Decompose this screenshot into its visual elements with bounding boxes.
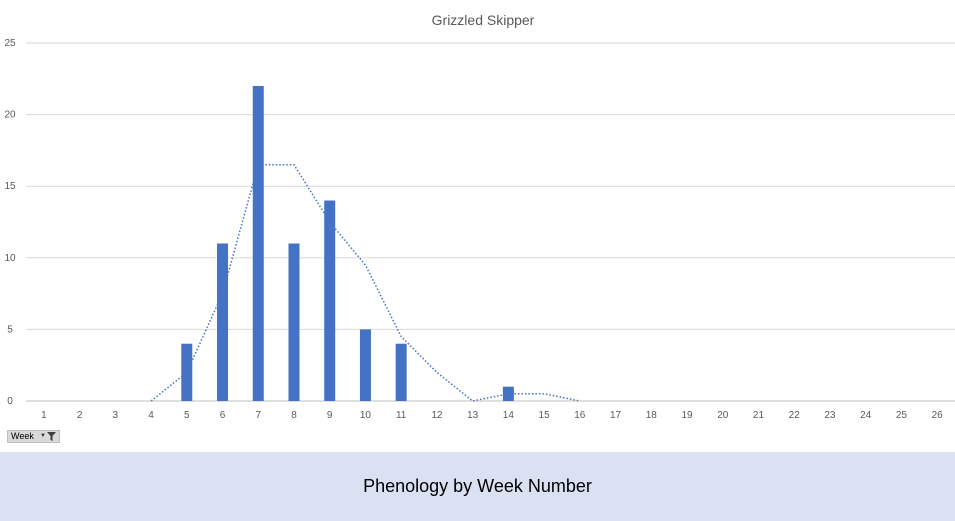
y-tick-label: 0: [7, 396, 13, 407]
x-tick-label: 5: [184, 410, 190, 421]
x-tick-label: 2: [77, 410, 83, 421]
x-tick-label: 21: [753, 410, 765, 421]
footer-bar: Phenology by Week Number: [0, 452, 955, 521]
x-tick-label: 17: [610, 410, 622, 421]
x-tick-label: 6: [220, 410, 226, 421]
x-tick-label: 10: [360, 410, 372, 421]
y-tick-label: 20: [4, 110, 16, 121]
x-tick-label: 25: [896, 410, 908, 421]
x-tick-label: 7: [255, 410, 261, 421]
bar: [252, 85, 264, 402]
x-tick-label: 3: [113, 410, 119, 421]
y-tick-label: 10: [4, 253, 16, 264]
week-filter-label: Week: [11, 431, 34, 441]
bar: [395, 343, 407, 401]
x-tick-label: 18: [646, 410, 658, 421]
footer-caption: Phenology by Week Number: [363, 476, 592, 496]
x-tick-label: 9: [327, 410, 333, 421]
y-tick-label: 25: [4, 38, 16, 49]
x-tick-label: 8: [291, 410, 297, 421]
x-tick-label: 24: [860, 410, 872, 421]
x-tick-label: 19: [681, 410, 693, 421]
moving-average-trendline: [150, 163, 580, 402]
x-tick-label: 16: [574, 410, 586, 421]
chart-title: Grizzled Skipper: [432, 12, 535, 28]
week-filter-button[interactable]: Week ▼: [7, 430, 60, 443]
y-tick-label: 5: [7, 324, 13, 335]
filter-dropdown-icon: ▼: [40, 432, 56, 441]
x-tick-label: 12: [431, 410, 443, 421]
y-tick-label: 15: [4, 181, 16, 192]
bar: [217, 243, 229, 401]
bar: [288, 243, 300, 401]
x-tick-label: 20: [717, 410, 729, 421]
x-tick-label: 15: [539, 410, 551, 421]
x-tick-label: 4: [148, 410, 154, 421]
x-tick-label: 1: [41, 410, 47, 421]
chart-area: Grizzled Skipper 0 5 10 15 20 25 1 2 3 4 5 6 7 8 9 10 1…: [4, 12, 955, 443]
x-tick-label: 13: [467, 410, 479, 421]
x-tick-label: 26: [932, 410, 944, 421]
bar: [359, 329, 371, 401]
x-tick-label: 22: [789, 410, 801, 421]
x-tick-label: 23: [824, 410, 836, 421]
x-tick-label: 14: [503, 410, 515, 421]
x-tick-label: 11: [396, 410, 407, 421]
bar: [324, 200, 336, 401]
